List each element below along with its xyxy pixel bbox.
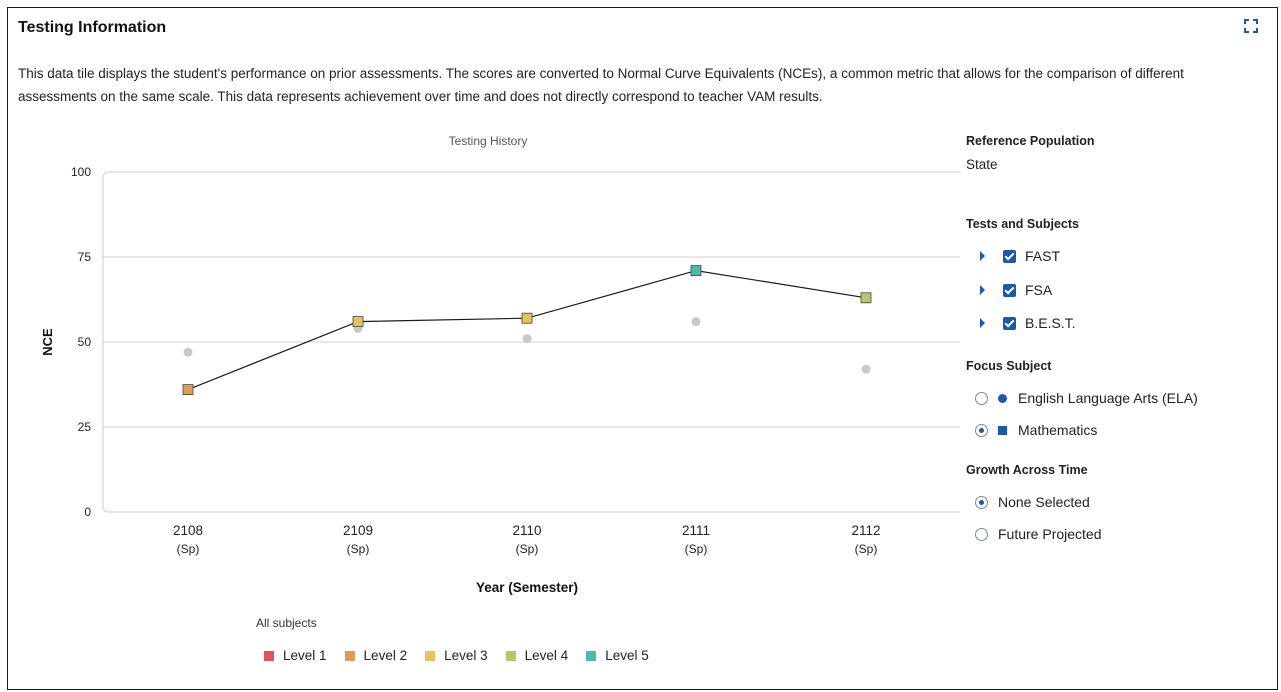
testing-information-tile (7, 7, 1278, 690)
radio-unselected-icon[interactable] (975, 527, 988, 541)
x-tick-term: (Sp) (516, 542, 539, 556)
x-axis-ticks: 2108 (Sp) 2109 (Sp) 2110 (Sp) 2111 (Sp) 2112 (Sp) (173, 523, 881, 556)
x-tick-term: (Sp) (855, 542, 878, 556)
ela-series (183, 317, 871, 374)
y-tick-label: 0 (84, 505, 91, 519)
ela-data-point[interactable] (183, 347, 193, 357)
square-marker-icon (998, 425, 1007, 435)
x-tick-year: 2111 (682, 523, 710, 538)
y-axis-ticks: 0 25 50 75 100 (71, 165, 91, 519)
focus-subject-label-text: English Language Arts (ELA) (1018, 390, 1198, 406)
test-item-fast[interactable]: FAST (980, 246, 1060, 266)
growth-none-selected[interactable]: None Selected (975, 492, 1090, 512)
checkbox-checked-icon[interactable] (1003, 249, 1016, 263)
legend-label: Level 2 (363, 648, 408, 663)
y-axis-label: NCE (40, 328, 55, 356)
growth-future-projected[interactable]: Future Projected (975, 524, 1102, 544)
test-label: FSA (1025, 282, 1053, 298)
test-label: B.E.S.T. (1025, 315, 1076, 331)
y-tick-label: 100 (71, 165, 91, 179)
radio-selected-icon[interactable] (975, 423, 988, 437)
ela-data-point[interactable] (861, 364, 871, 374)
x-tick-year: 2110 (512, 523, 541, 538)
growth-option-label: None Selected (998, 494, 1090, 510)
x-tick-term: (Sp) (685, 542, 708, 556)
radio-unselected-icon[interactable] (975, 391, 988, 405)
legend-item-level-5: Level 5 (586, 648, 649, 663)
focus-subject-label: Focus Subject (966, 359, 1052, 373)
x-axis-label: Year (Semester) (476, 580, 578, 595)
legend-label: Level 4 (524, 648, 569, 663)
legend-swatch (344, 650, 355, 661)
test-label: FAST (1025, 248, 1061, 264)
mathematics-data-point[interactable] (521, 312, 533, 324)
legend-swatch (505, 650, 516, 661)
x-tick-year: 2109 (343, 523, 373, 538)
test-item-best[interactable]: B.E.S.T. (980, 313, 1076, 333)
legend-swatch (264, 650, 274, 661)
growth-option-label: Future Projected (998, 526, 1102, 542)
focus-subject-label-text: Mathematics (1018, 422, 1098, 438)
x-tick-term: (Sp) (347, 542, 370, 556)
legend-item-level-2: Level 2 (344, 648, 408, 663)
tile-description: This data tile displays the student's pe… (18, 66, 1184, 104)
expand-icon[interactable] (1244, 19, 1258, 33)
chart-title: Testing History (449, 134, 528, 148)
y-tick-label: 50 (78, 335, 92, 349)
checkbox-checked-icon[interactable] (1003, 316, 1016, 330)
y-tick-label: 25 (78, 420, 92, 434)
mathematics-line (187, 269, 867, 391)
ela-data-point[interactable] (522, 334, 532, 344)
growth-across-time-label: Growth Across Time (966, 463, 1088, 477)
tests-subjects-label: Tests and Subjects (966, 217, 1079, 231)
x-tick-term: (Sp) (177, 542, 200, 556)
x-tick-year: 2108 (173, 523, 203, 538)
mathematics-data-point[interactable] (352, 316, 364, 328)
circle-marker-icon (998, 393, 1007, 403)
legend-label: Level 5 (605, 648, 649, 663)
expand-triangle-icon[interactable] (980, 318, 985, 328)
checkbox-checked-icon[interactable] (1003, 283, 1016, 297)
legend-item-level-1: Level 1 (264, 648, 327, 663)
focus-subject-math[interactable]: Mathematics (975, 420, 1097, 440)
mathematics-data-point[interactable] (182, 384, 194, 396)
expand-triangle-icon[interactable] (980, 285, 985, 295)
gridlines (103, 256, 960, 428)
focus-subject-ela[interactable]: English Language Arts (ELA) (975, 388, 1198, 408)
legend-swatch (425, 650, 436, 661)
reference-population-value: State (966, 157, 998, 172)
legend-item-level-4: Level 4 (505, 648, 569, 663)
mathematics-data-point[interactable] (690, 265, 702, 277)
mathematics-data-point[interactable] (860, 292, 872, 304)
tile-title: Testing Information (18, 19, 167, 36)
level-legend: Level 1 Level 2 Level 3 Level 4 Level 5 (264, 648, 667, 663)
expand-triangle-icon[interactable] (980, 251, 985, 261)
radio-selected-icon[interactable] (975, 495, 988, 509)
test-item-fsa[interactable]: FSA (980, 280, 1052, 300)
legend-item-level-3: Level 3 (425, 648, 488, 663)
legend-title: All subjects (256, 616, 317, 630)
legend-label: Level 1 (283, 648, 327, 663)
legend-label: Level 3 (444, 648, 488, 663)
reference-population-label: Reference Population (966, 134, 1095, 148)
y-tick-label: 75 (78, 250, 92, 264)
x-tick-year: 2112 (851, 523, 880, 538)
legend-swatch (586, 650, 597, 661)
ela-data-point[interactable] (691, 317, 701, 327)
mathematics-series (182, 265, 872, 396)
